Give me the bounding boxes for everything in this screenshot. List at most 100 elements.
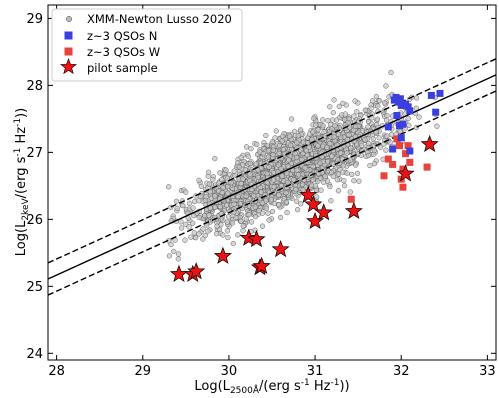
- scatter-point: [253, 161, 259, 167]
- square-point-n: [397, 134, 405, 142]
- scatter-point: [206, 212, 212, 218]
- scatter-point: [205, 228, 211, 234]
- scatter-point: [300, 187, 306, 193]
- scatter-point: [346, 132, 352, 138]
- scatter-point: [260, 210, 266, 216]
- square-point-n: [396, 95, 404, 103]
- scatter-point: [240, 176, 246, 182]
- star-point: [187, 262, 206, 280]
- scatter-point: [247, 160, 253, 167]
- scatter-point: [225, 190, 231, 196]
- y-tick-label: 24: [26, 347, 43, 362]
- scatter-point: [190, 205, 196, 211]
- scatter-point: [332, 123, 338, 129]
- legend-marker-pilot: [60, 58, 77, 75]
- square-point-w: [406, 158, 414, 166]
- scatter-point: [295, 172, 302, 178]
- star-point: [344, 201, 363, 219]
- scatter-point: [320, 117, 326, 123]
- scatter-point: [338, 150, 344, 156]
- y-axis-label: Log(L2keV/(erg s-1 Hz-1)): [13, 108, 31, 256]
- scatter-point: [348, 145, 354, 151]
- square-point-w: [347, 195, 355, 203]
- scatter-point: [252, 214, 259, 220]
- scatter-point: [291, 177, 297, 183]
- star-point: [314, 203, 333, 221]
- scatter-point: [293, 186, 299, 193]
- scatter-point: [341, 178, 347, 184]
- relation-line: [48, 74, 496, 280]
- squares-qsos-n: [384, 89, 444, 155]
- scatter-point: [324, 144, 330, 150]
- scatter-point: [325, 117, 331, 124]
- scatter-point: [224, 228, 231, 234]
- scatter-point: [331, 97, 337, 103]
- scatter-point: [313, 187, 319, 193]
- scatter-point: [183, 189, 189, 195]
- square-point-n: [432, 108, 440, 116]
- square-point-n: [397, 101, 405, 109]
- scatter-point: [279, 138, 285, 144]
- scatter-point: [291, 128, 298, 134]
- scatter-point: [212, 193, 218, 199]
- scatter-point: [198, 183, 205, 190]
- x-tick-label: 31: [307, 364, 324, 379]
- scatter-point: [188, 234, 194, 240]
- scatter-point: [238, 218, 244, 224]
- scatter-point: [365, 140, 372, 147]
- scatter-point: [280, 178, 287, 184]
- scatter-point: [355, 151, 361, 157]
- square-point-n: [392, 93, 400, 101]
- scatter-point: [190, 220, 196, 226]
- scatter-point: [299, 181, 306, 187]
- scatter-point: [434, 123, 440, 129]
- scatter-point: [356, 178, 362, 184]
- scatter-point: [271, 184, 277, 190]
- scatter-point: [196, 198, 202, 204]
- scatter-point: [294, 207, 301, 213]
- scatter-point: [269, 139, 276, 145]
- scatter-point: [270, 151, 276, 158]
- scatter-point: [270, 177, 277, 183]
- square-point-n: [406, 107, 414, 115]
- scatter-point: [294, 167, 300, 173]
- scatter-point: [327, 183, 333, 190]
- scatter-point: [302, 165, 308, 171]
- scatter-point: [340, 163, 347, 169]
- square-point-w: [384, 155, 392, 163]
- legend: XMM-Newton Lusso 2020 z~3 QSOs N z~3 QSO…: [51, 8, 243, 82]
- scatter-point: [340, 100, 346, 107]
- star-point: [396, 164, 415, 182]
- scatter-point: [284, 209, 290, 216]
- scatter-point: [329, 117, 336, 123]
- square-point-w: [402, 150, 410, 158]
- square-point-n: [406, 147, 414, 155]
- scatter-point: [354, 170, 361, 177]
- scatter-point: [166, 253, 173, 259]
- scatter-point: [354, 109, 360, 115]
- scatter-point: [299, 157, 305, 163]
- scatter-point: [381, 100, 388, 106]
- scatter-point: [200, 226, 206, 232]
- scatter-point: [254, 141, 260, 148]
- scatter-point: [327, 140, 333, 147]
- scatter-point: [335, 131, 342, 138]
- square-point-w: [380, 172, 388, 180]
- scatter-point: [246, 212, 252, 218]
- x-tick-label: 29: [134, 364, 151, 379]
- scatter-point: [381, 141, 387, 147]
- scatter-point: [228, 180, 234, 186]
- scatter-point: [340, 169, 346, 175]
- scatter-point: [311, 115, 317, 122]
- legend-box: [51, 8, 243, 82]
- x-tick-label: 32: [393, 364, 410, 379]
- scatter-point: [166, 184, 172, 190]
- legend-label-pilot: pilot sample: [87, 61, 158, 75]
- y-tick-label: 25: [26, 280, 43, 295]
- scatter-point: [405, 115, 411, 122]
- scatter-point: [243, 193, 249, 199]
- scatter-point: [374, 116, 381, 122]
- scatter-point: [256, 208, 262, 214]
- y-tick-label: 29: [26, 12, 43, 27]
